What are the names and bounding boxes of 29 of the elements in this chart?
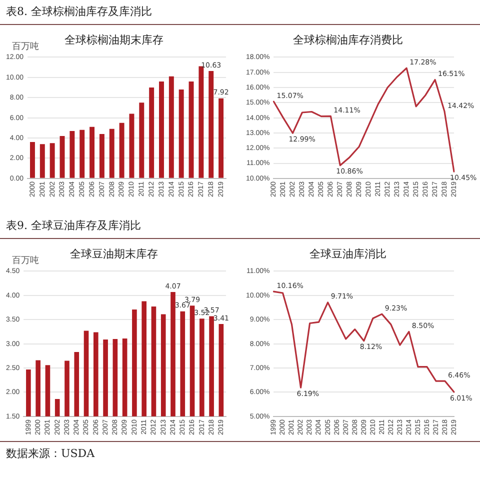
bar <box>109 128 114 178</box>
bar <box>40 144 45 178</box>
bar <box>139 102 144 178</box>
bar <box>119 122 124 178</box>
bar <box>70 130 75 178</box>
bar <box>159 81 164 178</box>
bar <box>60 136 65 178</box>
bar <box>188 81 194 178</box>
bar <box>129 114 134 178</box>
bar <box>80 130 85 178</box>
y-axis-title: 百万吨 <box>12 40 39 53</box>
chart-title: 全球棕榈油期末库存 <box>64 33 164 46</box>
bar <box>50 143 55 178</box>
bar <box>198 66 204 178</box>
y-axis-title: 百万吨 <box>12 254 39 267</box>
text: 表8. 全球棕榈油库存及库消比 <box>6 4 152 19</box>
chart-title: 全球豆油期末库存 <box>70 247 158 260</box>
bar <box>90 126 95 178</box>
bar <box>149 88 154 178</box>
bar <box>178 90 184 178</box>
bar <box>208 71 214 178</box>
chart-title: 全球棕榈油库存消费比 <box>293 33 403 46</box>
chart-title: 全球豆油库消比 <box>310 247 386 260</box>
source-note: 数据来源：USDA <box>6 446 95 461</box>
bar <box>218 98 224 178</box>
bar <box>168 76 174 178</box>
text: 表9. 全球豆油库存及库消比 <box>6 218 141 233</box>
bar <box>30 142 35 178</box>
bar <box>99 134 104 178</box>
